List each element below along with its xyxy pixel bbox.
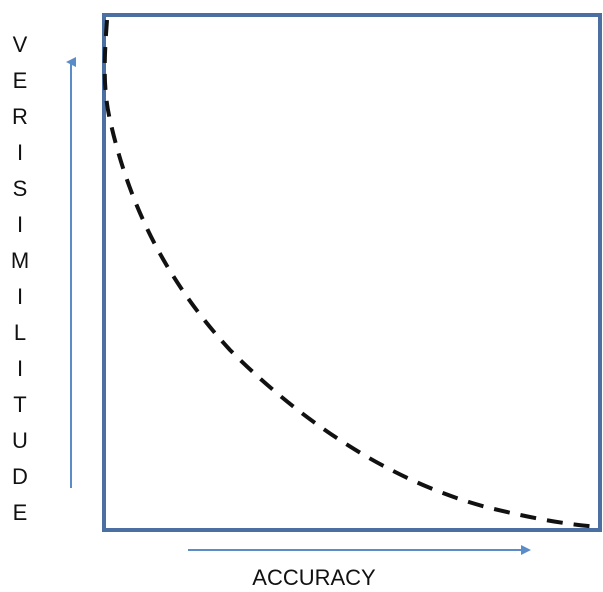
y-axis-label: V E R I S I M I L I T U D E: [8, 34, 32, 524]
dashed-curve: [102, 19, 601, 529]
y-axis-label-letter-e-2: E: [12, 500, 28, 525]
y-axis-label-letter-i-4: I: [16, 356, 24, 381]
y-axis-label-letter-e: E: [12, 68, 28, 93]
chart-frame: [102, 13, 602, 532]
y-axis-label-letter-m: M: [10, 248, 30, 273]
x-axis-label: ACCURACY: [252, 565, 376, 590]
y-axis-label-letter-v: V: [12, 32, 28, 57]
y-axis-label-letter-l: L: [13, 320, 27, 345]
y-axis-label-letter-s: S: [12, 176, 28, 201]
y-axis-label-letter-r: R: [12, 104, 28, 129]
y-axis-label-letter-i-1: I: [16, 140, 24, 165]
y-axis-label-letter-t: T: [13, 392, 27, 417]
y-axis-label-letter-u: U: [12, 428, 28, 453]
y-axis-label-letter-i-3: I: [16, 284, 24, 309]
y-axis-label-letter-d: D: [12, 464, 28, 489]
y-axis-label-letter-i-2: I: [16, 212, 24, 237]
